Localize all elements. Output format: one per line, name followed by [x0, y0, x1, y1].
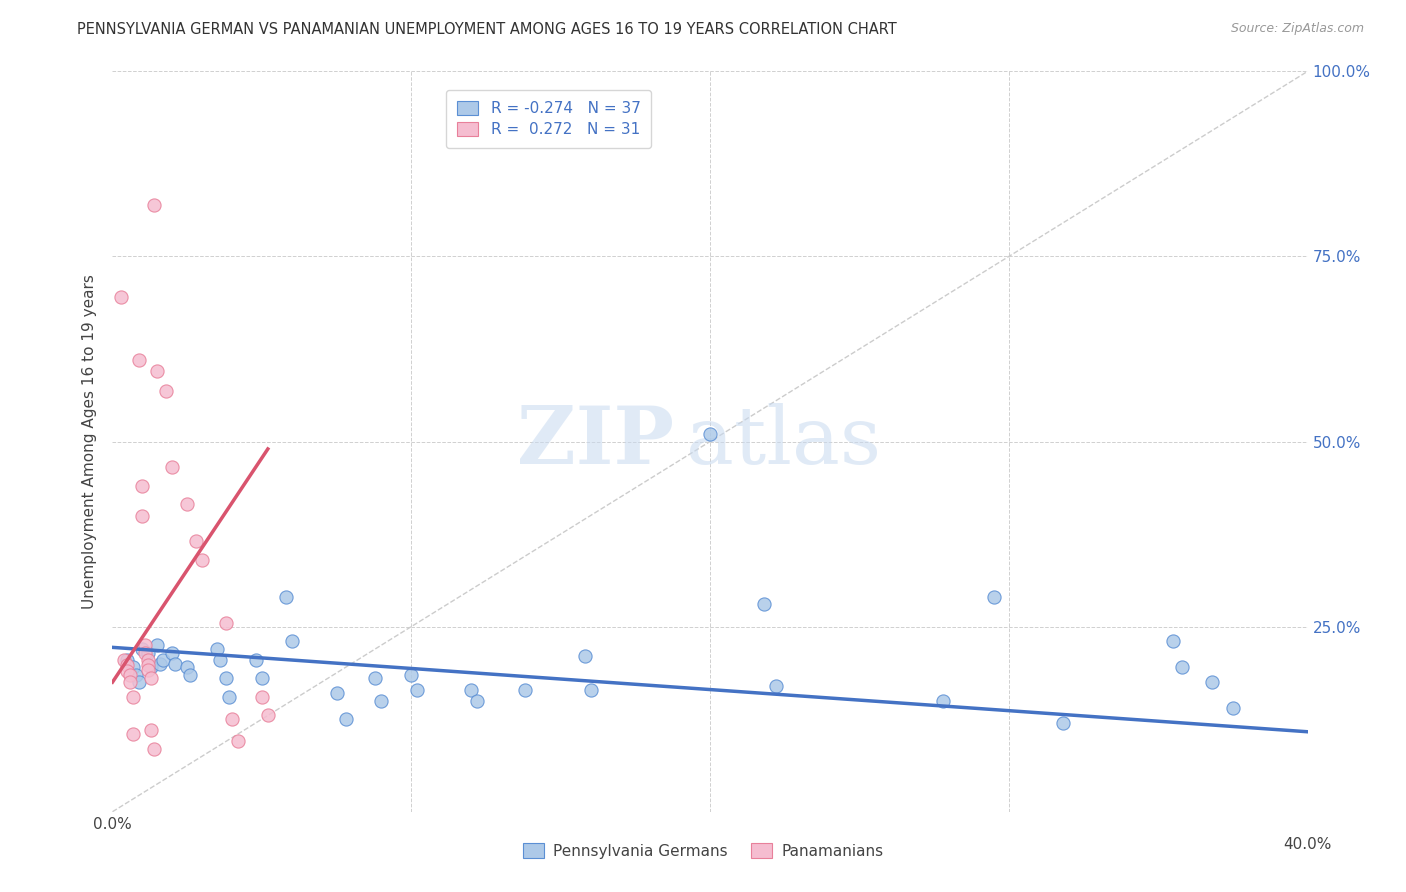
Point — [131, 479, 153, 493]
Point — [138, 653, 160, 667]
Legend: R = -0.274   N = 37, R =  0.272   N = 31: R = -0.274 N = 37, R = 0.272 N = 31 — [446, 90, 651, 148]
Point — [134, 646, 156, 660]
Point — [117, 658, 139, 673]
Point — [162, 460, 183, 475]
Point — [179, 667, 201, 681]
Point — [250, 672, 273, 686]
Point — [364, 672, 387, 686]
Text: PENNSYLVANIA GERMAN VS PANAMANIAN UNEMPLOYMENT AMONG AGES 16 TO 19 YEARS CORRELA: PENNSYLVANIA GERMAN VS PANAMANIAN UNEMPL… — [77, 22, 897, 37]
Point — [110, 290, 132, 304]
Point — [215, 672, 238, 686]
Point — [513, 682, 536, 697]
Point — [120, 667, 142, 681]
Point — [141, 660, 163, 674]
Point — [122, 660, 145, 674]
Point — [186, 534, 208, 549]
Point — [1161, 634, 1184, 648]
Text: Source: ZipAtlas.com: Source: ZipAtlas.com — [1230, 22, 1364, 36]
Point — [138, 663, 160, 677]
Point — [274, 590, 297, 604]
Point — [226, 734, 249, 748]
Point — [143, 741, 166, 756]
Point — [143, 197, 166, 211]
Text: 40.0%: 40.0% — [1284, 837, 1331, 852]
Point — [146, 364, 169, 378]
Point — [176, 498, 198, 512]
Point — [141, 672, 163, 686]
Point — [932, 694, 955, 708]
Point — [281, 634, 304, 648]
Point — [128, 675, 150, 690]
Point — [114, 653, 135, 667]
Point — [131, 508, 153, 523]
Point — [191, 553, 214, 567]
Point — [406, 682, 429, 697]
Point — [574, 649, 596, 664]
Point — [401, 667, 423, 681]
Point — [138, 646, 160, 660]
Point — [335, 712, 357, 726]
Text: atlas: atlas — [686, 402, 882, 481]
Point — [165, 657, 187, 671]
Point — [141, 723, 163, 738]
Point — [122, 727, 145, 741]
Point — [221, 712, 243, 726]
Point — [983, 590, 1005, 604]
Point — [138, 658, 160, 673]
Point — [205, 641, 228, 656]
Point — [146, 638, 169, 652]
Point — [155, 384, 177, 399]
Point — [465, 694, 488, 708]
Point — [152, 653, 174, 667]
Point — [1222, 701, 1244, 715]
Point — [128, 353, 150, 368]
Point — [215, 615, 238, 630]
Point — [162, 646, 183, 660]
Point — [209, 653, 232, 667]
Point — [250, 690, 273, 704]
Text: ZIP: ZIP — [517, 402, 675, 481]
Point — [460, 682, 482, 697]
Point — [370, 694, 392, 708]
Point — [579, 682, 602, 697]
Point — [245, 653, 267, 667]
Point — [1052, 715, 1074, 730]
Point — [176, 660, 198, 674]
Point — [134, 638, 156, 652]
Point — [765, 679, 787, 693]
Point — [325, 686, 347, 700]
Point — [117, 653, 139, 667]
Point — [117, 664, 139, 678]
Point — [699, 427, 721, 442]
Point — [131, 641, 153, 656]
Point — [125, 667, 148, 681]
Point — [1171, 660, 1194, 674]
Point — [1201, 675, 1223, 690]
Point — [752, 598, 775, 612]
Y-axis label: Unemployment Among Ages 16 to 19 years: Unemployment Among Ages 16 to 19 years — [82, 274, 97, 609]
Point — [218, 690, 240, 704]
Point — [122, 690, 145, 704]
Legend: Pennsylvania Germans, Panamanians: Pennsylvania Germans, Panamanians — [515, 836, 891, 866]
Point — [257, 708, 280, 723]
Point — [149, 657, 172, 671]
Point — [120, 675, 142, 690]
